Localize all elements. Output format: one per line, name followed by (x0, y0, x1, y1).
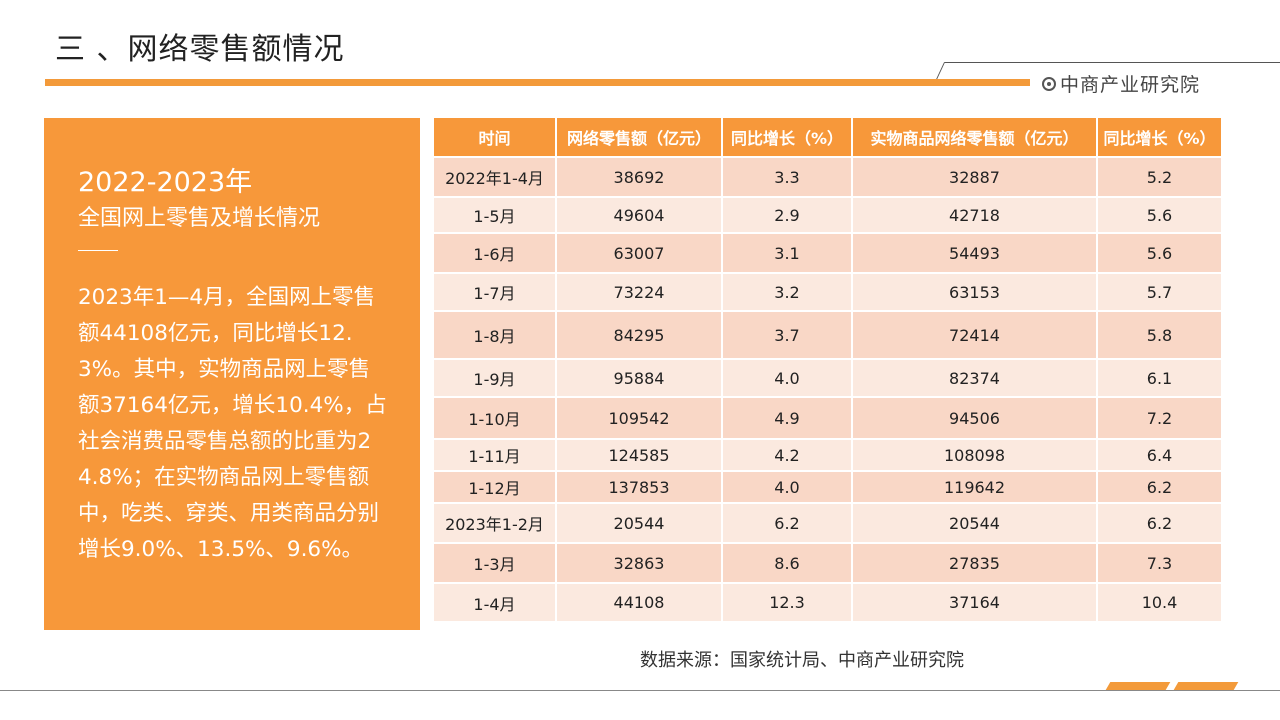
row-physical-yoy-growth-cell: 7.2 (1097, 396, 1221, 439)
row-online-sales-cell: 20544 (556, 502, 723, 543)
row-time-cell: 2023年1-2月 (434, 502, 557, 543)
row-online-sales-cell: 95884 (556, 358, 723, 397)
row-online-sales-cell: 32863 (556, 542, 723, 583)
table-row: 1-9月 95884 4.0 82374 6.1 (434, 358, 1221, 397)
row-physical-goods-sales-cell: 82374 (852, 358, 1098, 397)
row-physical-yoy-growth-cell: 6.4 (1097, 438, 1221, 471)
row-yoy-growth-cell: 4.0 (722, 358, 853, 397)
row-physical-goods-sales-cell: 54493 (852, 232, 1098, 273)
retail-sales-table: 时间 网络零售额（亿元） 同比增长（%） 实物商品网络零售额（亿元） 同比增长（… (434, 118, 1221, 621)
brand-name: 中商产业研究院 (1060, 74, 1201, 96)
row-physical-goods-sales-cell: 42718 (852, 196, 1098, 233)
summary-panel: 2022-2023年 全国网上零售及增长情况 2023年1—4月，全国网上零售额… (44, 118, 420, 630)
row-physical-goods-sales-cell: 32887 (852, 156, 1098, 197)
col-header-online-sales: 网络零售额（亿元） (556, 118, 723, 157)
row-online-sales-cell: 73224 (556, 272, 723, 311)
row-yoy-growth-cell: 3.1 (722, 232, 853, 273)
row-yoy-growth-cell: 6.2 (722, 502, 853, 543)
row-time-cell: 1-12月 (434, 470, 557, 503)
page-title: 三 、网络零售额情况 (55, 32, 345, 67)
panel-divider (78, 250, 118, 251)
row-physical-yoy-growth-cell: 5.8 (1097, 310, 1221, 359)
row-physical-yoy-growth-cell: 10.4 (1097, 582, 1221, 621)
row-physical-goods-sales-cell: 72414 (852, 310, 1098, 359)
row-time-cell: 1-11月 (434, 438, 557, 471)
table-row: 1-8月 84295 3.7 72414 5.8 (434, 310, 1221, 359)
panel-body-text: 2023年1—4月，全国网上零售额44108亿元，同比增长12.3%。其中，实物… (78, 285, 387, 562)
row-online-sales-cell: 63007 (556, 232, 723, 273)
row-physical-goods-sales-cell: 63153 (852, 272, 1098, 311)
row-physical-goods-sales-cell: 108098 (852, 438, 1098, 471)
row-time-cell: 1-8月 (434, 310, 557, 359)
col-header-yoy-growth: 同比增长（%） (722, 118, 853, 157)
row-yoy-growth-cell: 4.0 (722, 470, 853, 503)
table-row: 1-5月 49604 2.9 42718 5.6 (434, 196, 1221, 233)
panel-title-year: 2022-2023年 (78, 167, 253, 198)
col-header-physical-yoy-growth: 同比增长（%） (1097, 118, 1221, 157)
row-physical-goods-sales-cell: 27835 (852, 542, 1098, 583)
table-row: 1-4月 44108 12.3 37164 10.4 (434, 582, 1221, 621)
row-yoy-growth-cell: 2.9 (722, 196, 853, 233)
col-header-physical-goods-sales: 实物商品网络零售额（亿元） (852, 118, 1098, 157)
table-row: 1-12月 137853 4.0 119642 6.2 (434, 470, 1221, 503)
row-yoy-growth-cell: 3.7 (722, 310, 853, 359)
table-row: 1-10月 109542 4.9 94506 7.2 (434, 396, 1221, 439)
row-online-sales-cell: 44108 (556, 582, 723, 621)
footer-line (0, 690, 1280, 691)
table-row: 2022年1-4月 38692 3.3 32887 5.2 (434, 156, 1221, 197)
row-physical-yoy-growth-cell: 5.6 (1097, 196, 1221, 233)
row-time-cell: 1-7月 (434, 272, 557, 311)
row-time-cell: 1-3月 (434, 542, 557, 583)
row-time-cell: 1-6月 (434, 232, 557, 273)
row-yoy-growth-cell: 3.3 (722, 156, 853, 197)
row-online-sales-cell: 84295 (556, 310, 723, 359)
header-stripes (995, 79, 1035, 86)
row-physical-yoy-growth-cell: 6.2 (1097, 470, 1221, 503)
row-physical-yoy-growth-cell: 6.1 (1097, 358, 1221, 397)
footer-stripes (1105, 682, 1248, 690)
row-physical-yoy-growth-cell: 5.7 (1097, 272, 1221, 311)
circle-dot-icon (1042, 76, 1056, 91)
row-online-sales-cell: 49604 (556, 196, 723, 233)
data-source-note: 数据来源：国家统计局、中商产业研究院 (640, 650, 964, 671)
header-thin-line (945, 62, 1280, 63)
panel-title: 全国网上零售及增长情况 (78, 206, 321, 231)
row-physical-goods-sales-cell: 20544 (852, 502, 1098, 543)
row-physical-yoy-growth-cell: 5.2 (1097, 156, 1221, 197)
row-yoy-growth-cell: 3.2 (722, 272, 853, 311)
row-physical-goods-sales-cell: 37164 (852, 582, 1098, 621)
row-yoy-growth-cell: 4.2 (722, 438, 853, 471)
table-row: 1-6月 63007 3.1 54493 5.6 (434, 232, 1221, 273)
row-yoy-growth-cell: 4.9 (722, 396, 853, 439)
row-online-sales-cell: 109542 (556, 396, 723, 439)
row-time-cell: 1-4月 (434, 582, 557, 621)
row-yoy-growth-cell: 8.6 (722, 542, 853, 583)
table-row: 1-7月 73224 3.2 63153 5.7 (434, 272, 1221, 311)
brand-logo: 中商产业研究院 (1042, 70, 1200, 97)
row-physical-goods-sales-cell: 94506 (852, 396, 1098, 439)
row-physical-yoy-growth-cell: 5.6 (1097, 232, 1221, 273)
row-time-cell: 2022年1-4月 (434, 156, 557, 197)
table-header-row: 时间 网络零售额（亿元） 同比增长（%） 实物商品网络零售额（亿元） 同比增长（… (434, 118, 1221, 157)
table-row: 2023年1-2月 20544 6.2 20544 6.2 (434, 502, 1221, 543)
row-physical-goods-sales-cell: 119642 (852, 470, 1098, 503)
header-orange-rule (45, 79, 1030, 86)
row-time-cell: 1-9月 (434, 358, 557, 397)
row-online-sales-cell: 137853 (556, 470, 723, 503)
col-header-time: 时间 (434, 118, 557, 157)
row-time-cell: 1-10月 (434, 396, 557, 439)
row-online-sales-cell: 124585 (556, 438, 723, 471)
table-row: 1-3月 32863 8.6 27835 7.3 (434, 542, 1221, 583)
row-online-sales-cell: 38692 (556, 156, 723, 197)
row-physical-yoy-growth-cell: 6.2 (1097, 502, 1221, 543)
row-physical-yoy-growth-cell: 7.3 (1097, 542, 1221, 583)
table-row: 1-11月 124585 4.2 108098 6.4 (434, 438, 1221, 471)
row-yoy-growth-cell: 12.3 (722, 582, 853, 621)
row-time-cell: 1-5月 (434, 196, 557, 233)
